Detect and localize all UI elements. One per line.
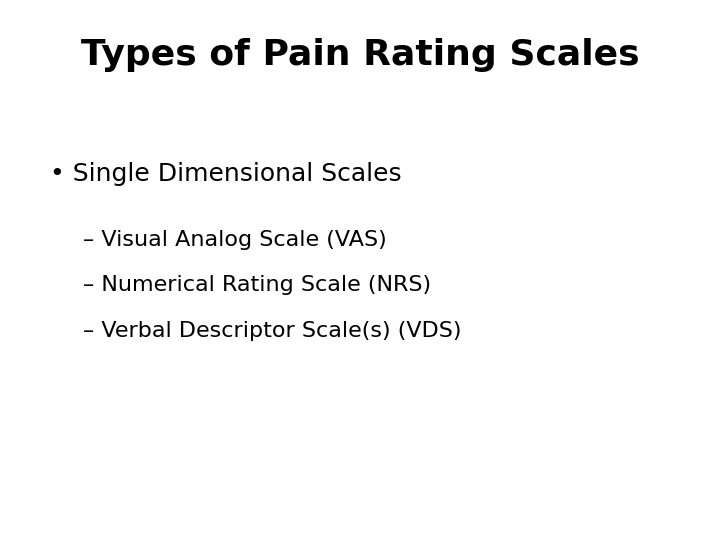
Text: Types of Pain Rating Scales: Types of Pain Rating Scales <box>81 38 639 72</box>
Text: – Numerical Rating Scale (NRS): – Numerical Rating Scale (NRS) <box>83 275 431 295</box>
Text: • Single Dimensional Scales: • Single Dimensional Scales <box>50 162 402 186</box>
Text: – Verbal Descriptor Scale(s) (VDS): – Verbal Descriptor Scale(s) (VDS) <box>83 321 462 341</box>
Text: – Visual Analog Scale (VAS): – Visual Analog Scale (VAS) <box>83 230 387 249</box>
